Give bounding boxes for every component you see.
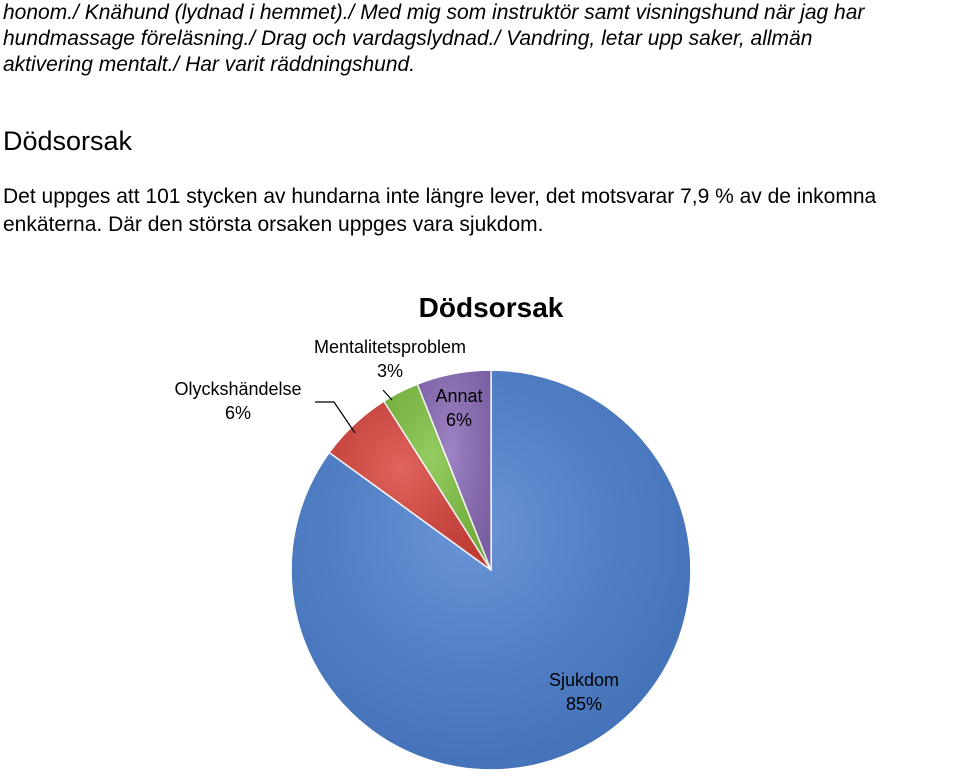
slice-label-value: 85% [566, 694, 602, 714]
intro-text: honom./ Knähund (lydnad i hemmet)./ Med … [3, 0, 958, 78]
paragraph-line: Det uppges att 101 stycken av hundarna i… [3, 185, 877, 208]
intro-line: honom./ Knähund (lydnad i hemmet)./ Med … [3, 1, 865, 24]
section-heading: Dödsorsak [3, 126, 133, 156]
slice-label-name: Olyckshändelse [174, 379, 301, 399]
slice-labels: Sjukdom 85% Olyckshändelse 6% Mentalitetspro… [174, 337, 619, 714]
pie-slice-shading [383, 384, 491, 570]
leader-line-olyckshandelse [315, 401, 356, 434]
leader-lines [315, 389, 393, 434]
slice-label-name: Sjukdom [549, 670, 619, 690]
pie-slice-shading [329, 401, 491, 570]
slice-label-value: 3% [377, 361, 403, 381]
slice-label-value: 6% [225, 403, 251, 423]
pie-outline [290, 369, 692, 771]
pie-chart: Dödsorsak Sjukdom 85% Olyckshändelse 6% Ment… [174, 292, 692, 771]
chart-title: Dödsorsak [419, 292, 564, 323]
leader-line-mentalitetsproblem [382, 389, 393, 401]
pie-slice-shading [417, 370, 491, 570]
body-paragraph: Det uppges att 101 stycken av hundarna i… [3, 183, 960, 239]
slice-label-value: 6% [446, 410, 472, 430]
paragraph-line: enkäterna. Där den största orsaken uppge… [3, 213, 544, 236]
intro-line: hundmassage föreläsning./ Drag och varda… [3, 27, 813, 50]
pie-slices [290, 369, 692, 771]
slice-label-name: Mentalitetsproblem [314, 337, 466, 357]
slice-label-name: Annat [435, 386, 482, 406]
intro-line: aktivering mentalt./ Har varit räddnings… [3, 53, 416, 76]
